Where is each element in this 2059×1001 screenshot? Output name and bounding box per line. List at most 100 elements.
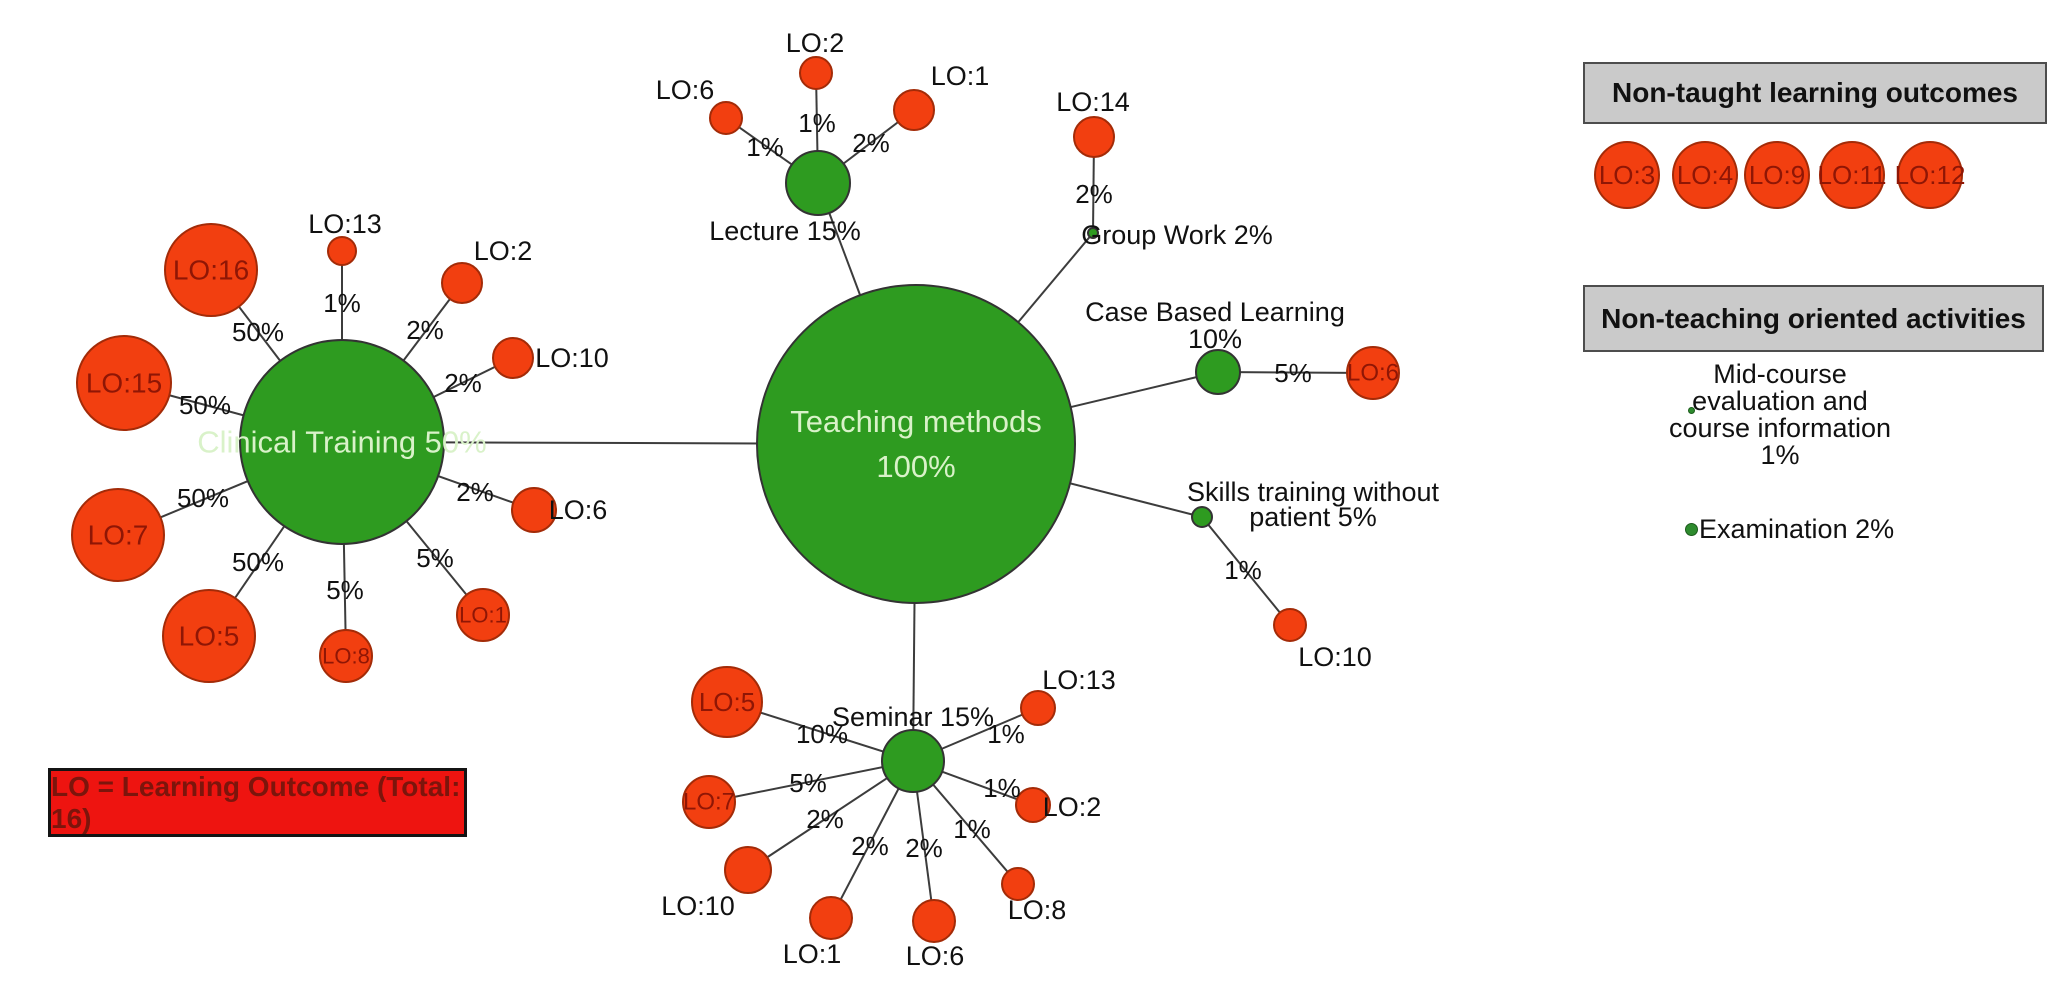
node-c15 [76,335,172,431]
node-c13 [327,236,357,266]
label-skills-title-2: patient 5% [1249,502,1377,532]
edge-label-lecture-l1: 2% [852,128,890,158]
edge-label-clinical-c15: 50% [179,390,231,420]
node-l2 [799,56,833,90]
mid-course-line2: evaluation and [1692,386,1868,416]
label-groupwork-title: Group Work 2% [1081,220,1273,250]
edge-seminar-sm10 [747,760,914,871]
node-c5 [162,589,256,683]
node-c1 [456,588,510,642]
non-taught-lo12-label: LO:12 [1894,159,1966,190]
label-seminar-lo1: LO:1 [783,939,842,969]
label-skills-title-1: Skills training without [1187,477,1440,507]
node-label-s5: LO:5 [699,687,755,717]
node-c6 [511,487,557,533]
node-label-s7: LO:7 [683,789,735,816]
label-lecture-title: Lecture 15% [709,216,861,246]
edge-label-clinical-c16: 50% [232,317,284,347]
non-taught-lo3-circle: LO:3 [1594,141,1660,209]
edge-label-clinical-c10: 2% [444,368,482,398]
label-skills-lo10: LO:10 [1298,642,1372,672]
edge-label-seminar-sm1: 2% [851,831,889,861]
node-s5 [691,666,763,738]
edge-label-clinical-c13: 1% [323,288,361,318]
node-label-c16: LO:16 [173,255,249,286]
label-lecture-lo1: LO:1 [931,61,990,91]
node-l1 [893,89,935,131]
node-s7 [682,775,736,829]
mid-course-dot-icon [1688,407,1695,414]
mid-course-line1: Mid-course [1713,359,1847,389]
node-sm10 [724,846,772,894]
edge-label-seminar-sm8: 1% [953,814,991,844]
label-seminar-lo6: LO:6 [906,941,965,971]
node-sm13 [1020,690,1056,726]
node-s10 [1273,608,1307,642]
label-lecture-lo6: LO:6 [656,75,715,105]
edge-label-clinical-c1: 5% [416,543,454,573]
label-clinical-lo10: LO:10 [535,343,609,373]
node-skills [1191,506,1213,528]
edge-label-clinical-c2: 2% [406,315,444,345]
node-sm1 [809,896,853,940]
node-groupwork [1087,227,1099,239]
node-c7 [71,488,165,582]
node-label-c1: LO:1 [459,603,507,628]
edge-label-seminar-s7: 5% [789,768,827,798]
node-sm6 [912,899,956,943]
examination-label: Examination 2% [1699,514,1895,544]
label-casebased-title: Case Based Learning [1085,297,1345,327]
node-label-teaching: Teaching methods [790,404,1042,439]
label-clinical-lo6: LO:6 [549,495,608,525]
non-taught-title: Non-taught learning outcomes [1612,77,2018,108]
non-taught-lo3-label: LO:3 [1598,159,1656,190]
edge-label-lecture-l2: 1% [798,108,836,138]
node-label-cb6: LO:6 [1347,360,1399,387]
node-sm2 [1015,787,1051,823]
non-taught-lo12-circle: LO:12 [1894,141,1966,209]
label-seminar-lo8: LO:8 [1008,895,1067,925]
node-seminar [881,729,945,793]
node-c10 [492,337,534,379]
label-seminar-lo10: LO:10 [661,891,735,921]
edge-label-clinical-c6: 2% [456,477,494,507]
node-label-teaching: 100% [876,449,955,484]
label-seminar-lo2: LO:2 [1043,792,1102,822]
label-casebased-pct: 10% [1188,324,1242,354]
node-label-c7: LO:7 [88,520,149,551]
mid-course-line3: course information [1668,413,1892,443]
edge-label-seminar-sm6: 2% [905,833,943,863]
non-taught-lo9-circle: LO:9 [1744,141,1810,209]
legend-box: LO = Learning Outcome (Total: 16) [48,768,467,837]
label-groupwork-lo14: LO:14 [1056,87,1130,117]
label-clinical-lo2: LO:2 [474,236,533,266]
non-taught-lo11-circle: LO:11 [1818,141,1886,209]
node-label-clinical: Clinical Training 50% [197,425,486,460]
edge-label-seminar-sm13: 1% [987,719,1025,749]
node-c16 [164,223,258,317]
label-seminar-lo13: LO:13 [1042,665,1116,695]
edge-label-clinical-c8: 5% [326,575,364,605]
label-seminar-title: Seminar 15% [832,702,994,732]
non-taught-lo4-label: LO:4 [1676,159,1734,190]
legend-label: LO = Learning Outcome (Total: 16) [51,770,461,834]
node-lecture [785,150,851,216]
node-l6 [709,101,743,135]
edge-label-seminar-sm10: 2% [806,804,844,834]
edge-label-clinical-c5: 50% [232,547,284,577]
node-label-c8: LO:8 [322,644,370,669]
edge-skills-s10 [1201,516,1291,626]
node-c8 [319,629,373,683]
edge-label-skills-s10: 1% [1224,555,1262,585]
non-teaching-title: Non-teaching oriented activities [1601,302,2026,334]
node-label-c15: LO:15 [86,368,162,399]
edge-label-casebased-cb6: 5% [1274,358,1312,388]
node-cb6 [1346,346,1400,400]
node-teaching [756,284,1076,604]
edge-label-seminar-sm2: 1% [983,773,1021,803]
label-clinical-lo13: LO:13 [308,209,382,239]
node-label-c5: LO:5 [179,621,240,652]
edge-seminar-s7 [708,760,914,803]
node-sm8 [1001,867,1035,901]
